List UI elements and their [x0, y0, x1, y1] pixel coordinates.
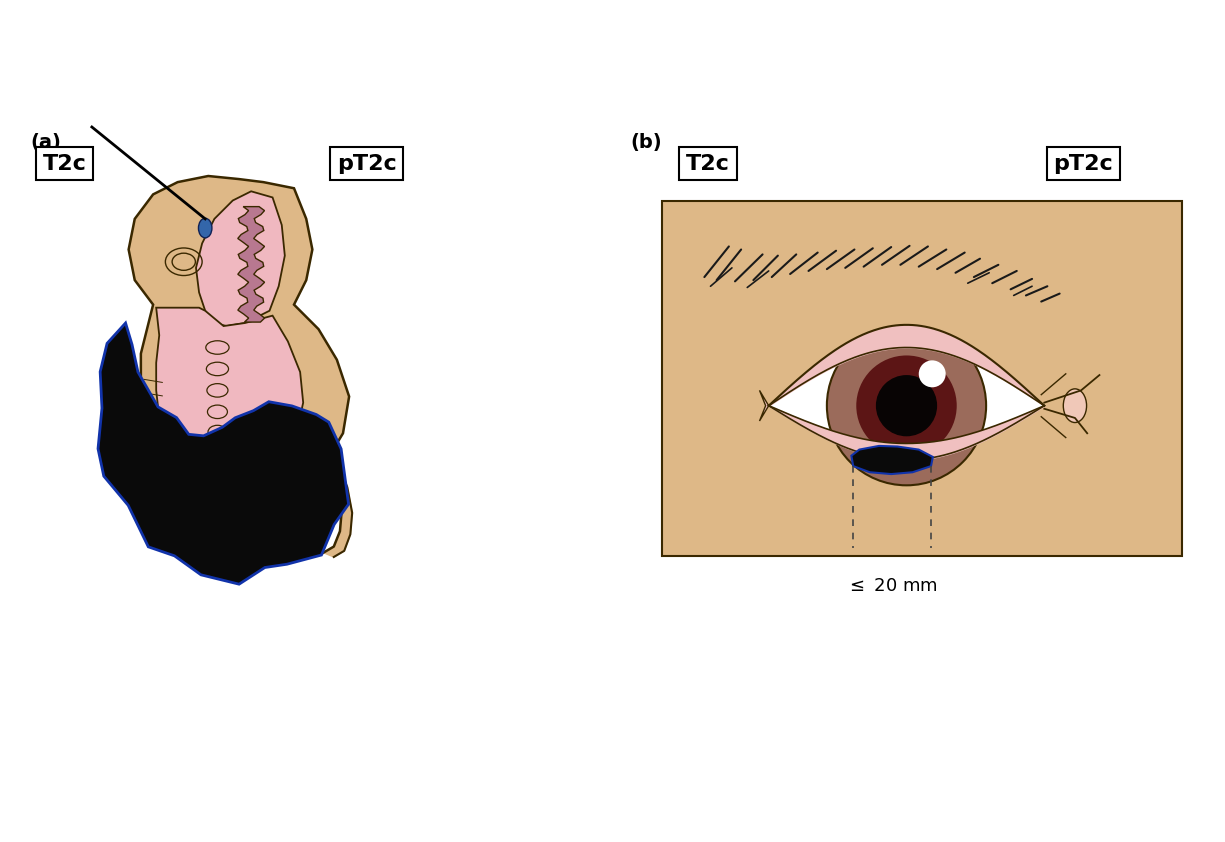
Polygon shape: [157, 307, 304, 477]
Text: $\leq$ 20 mm: $\leq$ 20 mm: [846, 578, 938, 595]
Polygon shape: [238, 206, 265, 322]
Circle shape: [876, 375, 937, 436]
Text: T2c: T2c: [43, 154, 87, 173]
Circle shape: [919, 360, 946, 387]
Polygon shape: [760, 391, 769, 421]
Polygon shape: [769, 344, 1044, 446]
Ellipse shape: [198, 218, 212, 237]
Ellipse shape: [206, 362, 229, 376]
Circle shape: [827, 326, 986, 485]
Ellipse shape: [207, 405, 228, 418]
Polygon shape: [98, 323, 349, 584]
Polygon shape: [196, 191, 284, 326]
Ellipse shape: [1063, 389, 1087, 423]
Ellipse shape: [208, 425, 227, 439]
Text: (b): (b): [631, 133, 663, 152]
Text: pT2c: pT2c: [1054, 154, 1114, 173]
Polygon shape: [851, 446, 933, 474]
Polygon shape: [129, 176, 349, 494]
Ellipse shape: [207, 384, 228, 397]
FancyBboxPatch shape: [662, 200, 1182, 556]
Text: (a): (a): [31, 133, 61, 152]
Circle shape: [856, 355, 957, 456]
Ellipse shape: [206, 341, 229, 354]
Polygon shape: [316, 449, 353, 557]
Text: T2c: T2c: [686, 154, 730, 173]
Text: pT2c: pT2c: [337, 154, 397, 173]
